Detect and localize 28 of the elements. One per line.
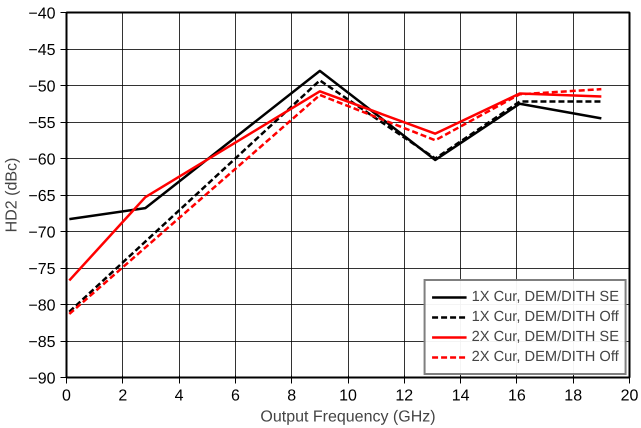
y-tick-label: −60: [28, 152, 56, 168]
y-tick-label: −85: [28, 334, 56, 351]
y-tick-label: −65: [28, 188, 56, 205]
y-tick-label: −55: [28, 115, 56, 132]
x-axis-title: Output Frequency (GHz): [260, 408, 436, 426]
y-tick-label: −45: [28, 42, 56, 59]
legend-label: 1X Cur, DEM/DITH SE: [472, 289, 619, 305]
x-tick-label: 4: [174, 388, 184, 404]
legend-label: 2X Cur, DEM/DITH Off: [472, 349, 619, 365]
y-tick-label: −90: [28, 370, 56, 388]
x-tick-label: 16: [508, 388, 526, 404]
x-tick-label: 14: [452, 388, 470, 404]
y-tick-label: −40: [28, 6, 56, 22]
legend-label: 2X Cur, DEM/DITH SE: [472, 329, 619, 345]
x-tick-label: 8: [287, 388, 296, 404]
y-axis-title: HD2 (dBc): [3, 158, 20, 232]
y-tick-label: −80: [28, 298, 56, 314]
y-tick-label: −75: [28, 261, 56, 278]
y-tick-label: −70: [28, 224, 56, 242]
x-tick-label: 0: [62, 388, 72, 404]
x-tick-label: 12: [395, 388, 414, 404]
y-tick-label: −50: [28, 78, 56, 96]
legend-label: 1X Cur, DEM/DITH Off: [472, 309, 619, 325]
x-tick-label: 18: [564, 388, 582, 404]
x-tick-label: 20: [620, 388, 638, 404]
x-tick-label: 10: [339, 388, 357, 404]
x-tick-label: 6: [230, 388, 240, 404]
x-tick-label: 2: [118, 388, 128, 404]
